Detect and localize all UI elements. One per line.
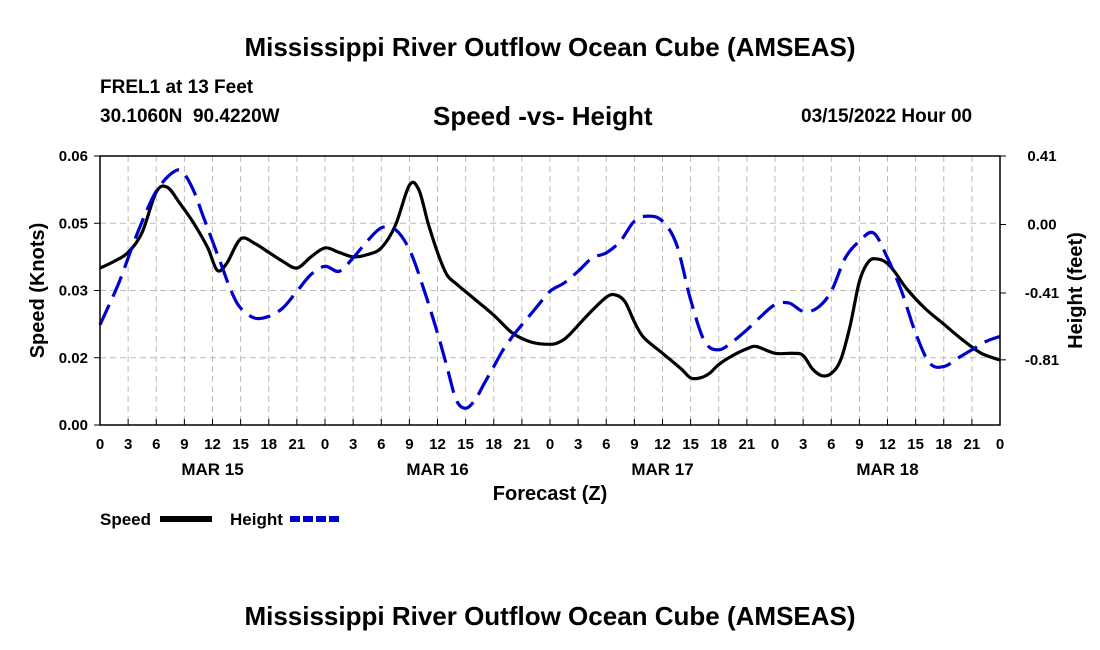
- x-tick-label: 6: [827, 436, 835, 453]
- x-tick-label: 15: [682, 436, 699, 453]
- date-label: MAR 15: [181, 460, 243, 479]
- x-tick-label: 9: [630, 436, 638, 453]
- x-tick-label: 3: [799, 436, 807, 453]
- x-tick-label: 0: [546, 436, 554, 453]
- y-axis-title: Speed (Knots): [27, 223, 49, 359]
- date-label: MAR 18: [856, 460, 918, 479]
- x-tick-label: 21: [289, 436, 306, 453]
- y-tick-label: 0.02: [59, 350, 88, 367]
- x-tick-label: 15: [457, 436, 474, 453]
- y2-tick-label: 0.41: [1027, 148, 1056, 165]
- speed-series-line: [99, 180, 1001, 381]
- page-title: Mississippi River Outflow Ocean Cube (AM…: [244, 32, 856, 62]
- x-tick-label: 6: [602, 436, 610, 453]
- x-tick-label: 3: [124, 436, 132, 453]
- x-tick-label: 21: [514, 436, 531, 453]
- x-tick-label: 18: [485, 436, 502, 453]
- x-tick-label: 9: [180, 436, 188, 453]
- axis-labels: 0 3 6 9 12 15 18 21 0 3 6 9 12 15 18 21 0 3 6 9 12 15 18 21 0 3 6 9…: [27, 148, 1087, 505]
- y2-tick-label: 0.00: [1027, 217, 1056, 234]
- axis-ticks: [94, 155, 1006, 426]
- y2-tick-label: -0.81: [1025, 352, 1059, 369]
- y2-tick-label: -0.41: [1025, 285, 1059, 302]
- x-tick-label: 21: [964, 436, 981, 453]
- y-tick-label: 0.00: [59, 417, 88, 434]
- x-tick-label: 6: [377, 436, 385, 453]
- x-tick-label: 6: [152, 436, 160, 453]
- x-tick-label: 12: [879, 436, 896, 453]
- legend: Speed Height: [100, 510, 342, 529]
- height-series-line: [98, 168, 1001, 410]
- x-axis-title: Forecast (Z): [493, 483, 607, 505]
- x-tick-label: 3: [349, 436, 357, 453]
- legend-height-label: Height: [230, 510, 283, 529]
- date-label: MAR 16: [406, 460, 468, 479]
- x-tick-label: 9: [405, 436, 413, 453]
- x-tick-label: 12: [429, 436, 446, 453]
- footer-title: Mississippi River Outflow Ocean Cube (AM…: [244, 601, 856, 631]
- forecast-date: 03/15/2022 Hour 00: [801, 106, 973, 127]
- x-tick-label: 18: [710, 436, 727, 453]
- y2-axis-title: Height (feet): [1065, 232, 1087, 349]
- x-tick-label: 12: [654, 436, 671, 453]
- y-tick-label: 0.06: [59, 148, 88, 165]
- x-tick-label: 18: [260, 436, 277, 453]
- x-tick-label: 0: [771, 436, 779, 453]
- x-tick-label: 18: [935, 436, 952, 453]
- x-tick-label: 0: [96, 436, 104, 453]
- x-tick-label: 21: [739, 436, 756, 453]
- x-tick-label: 0: [321, 436, 329, 453]
- coordinates-label: 30.1060N 90.4220W: [100, 106, 280, 127]
- series-lines: [98, 168, 1001, 410]
- x-tick-label: 3: [574, 436, 582, 453]
- x-tick-label: 15: [232, 436, 249, 453]
- x-tick-label: 9: [855, 436, 863, 453]
- station-label: FREL1 at 13 Feet: [100, 77, 254, 98]
- legend-speed-label: Speed: [100, 510, 151, 529]
- y-tick-label: 0.03: [59, 283, 88, 300]
- y-tick-label: 0.05: [59, 215, 88, 232]
- x-tick-label: 15: [907, 436, 924, 453]
- x-tick-label: 0: [996, 436, 1004, 453]
- date-label: MAR 17: [631, 460, 693, 479]
- x-tick-label: 12: [204, 436, 221, 453]
- chart-subtitle: Speed -vs- Height: [433, 101, 653, 131]
